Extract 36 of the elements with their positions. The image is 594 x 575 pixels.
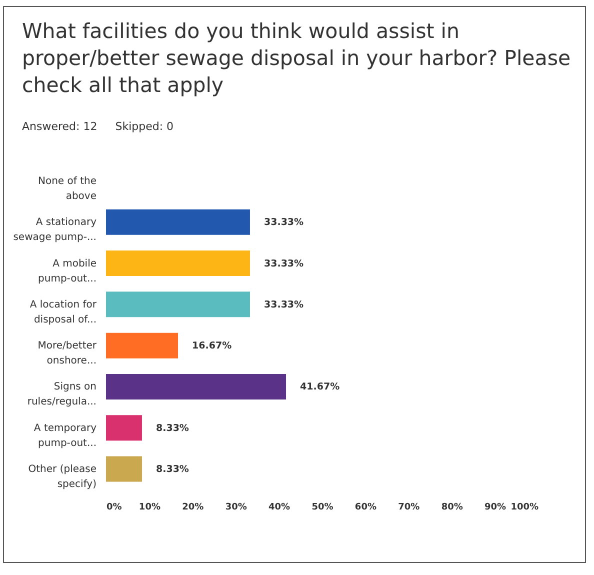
x-tick-label: 100% [510, 502, 538, 512]
data-label: 16.67% [192, 340, 232, 352]
y-tick-label: A stationary sewage pump-... [13, 217, 97, 244]
x-tick-label: 10% [138, 502, 160, 512]
y-tick-label: A location for disposal of... [30, 299, 98, 326]
bar [106, 209, 250, 235]
text: Skipped: 0 [115, 120, 174, 133]
y-tick-label: Signs on rules/regula... [27, 382, 96, 408]
bar [106, 332, 178, 358]
chart-title: What facilities do you think would assist in proper/better sewage disposal in your harbor? Please check all that apply [22, 18, 572, 99]
x-tick-label: 40% [268, 502, 290, 512]
bar [106, 415, 142, 441]
data-label: 33.33% [264, 217, 304, 228]
x-tick-label: 30% [225, 502, 247, 512]
y-tick-label: More/better onshore... [38, 340, 98, 367]
y-tick-label: Other (please specify) [28, 464, 97, 490]
x-tick-label: 20% [182, 502, 204, 512]
data-label: 33.33% [264, 258, 304, 270]
x-tick-label: 80% [441, 502, 463, 512]
x-tick-label: 70% [398, 502, 420, 512]
y-tick-label: A temporary pump-out... [34, 422, 97, 449]
x-tick-label: 60% [354, 502, 376, 512]
x-tick-label: 90% [484, 502, 506, 512]
y-tick-label: None of the above [38, 176, 96, 202]
bar [106, 292, 250, 318]
x-tick-label: 50% [312, 502, 334, 512]
data-label: 33.33% [264, 299, 304, 310]
data-label: 41.67% [300, 382, 340, 393]
data-label: 8.33% [156, 464, 190, 476]
text: Answered: 12 [22, 120, 98, 133]
bar [106, 374, 286, 400]
bar [106, 456, 142, 482]
y-tick-label: A mobile pump-out... [38, 258, 96, 284]
x-tick-label: 0% [106, 502, 122, 512]
bar [106, 250, 250, 276]
data-label: 8.33% [156, 422, 190, 434]
